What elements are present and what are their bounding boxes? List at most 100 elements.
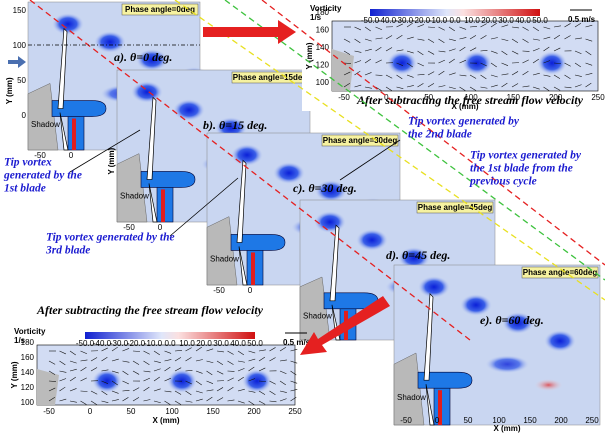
- velocity-vector: [227, 386, 234, 392]
- velocity-vector: [69, 388, 77, 392]
- shadow-label: Shadow: [210, 254, 239, 263]
- velocity-vector: [469, 86, 477, 91]
- velocity-vector: [195, 398, 203, 402]
- blade: [329, 224, 340, 302]
- velocity-vector: [258, 390, 266, 395]
- velocity-vector: [553, 47, 561, 52]
- shadow-region: [37, 369, 59, 405]
- y-tick-label: 50: [17, 76, 26, 85]
- velocity-vector: [90, 357, 98, 362]
- x-tick-label: 100: [165, 407, 179, 416]
- velocity-vector: [69, 368, 77, 372]
- velocity-vector: [459, 26, 467, 30]
- shadow-region: [27, 83, 59, 151]
- velocity-vector: [80, 350, 88, 355]
- velocity-vector: [48, 360, 56, 365]
- velocity-vector: [185, 400, 193, 403]
- colorbar-label: -50.0: [361, 16, 380, 25]
- velocity-vector: [417, 83, 424, 88]
- velocity-vector: [480, 74, 487, 80]
- velocity-vector: [385, 35, 393, 40]
- velocity-vector: [553, 74, 561, 79]
- velocity-vector: [511, 26, 519, 29]
- y-tick-label: 120: [316, 61, 330, 70]
- velocity-vector: [143, 360, 150, 365]
- velocity-vector: [59, 370, 67, 373]
- blade: [59, 112, 69, 151]
- velocity-vector: [279, 346, 287, 352]
- colorbar-label: 30.0: [498, 16, 514, 25]
- pointer-line: [169, 177, 239, 237]
- vortex: [94, 31, 126, 53]
- velocity-vector: [459, 37, 467, 40]
- x-tick-label: 100: [492, 416, 506, 425]
- velocity-vector: [258, 367, 266, 372]
- velocity-vector: [543, 86, 550, 92]
- velocity-vector: [480, 35, 487, 40]
- velocity-vector: [206, 396, 213, 402]
- velocity-vector: [438, 50, 446, 53]
- velocity-vector: [69, 360, 77, 364]
- colorbar: [85, 332, 255, 339]
- x-tick-label: 250: [288, 407, 302, 416]
- velocity-vector: [164, 377, 172, 382]
- velocity-vector: [185, 380, 192, 385]
- velocity-vector: [427, 71, 435, 76]
- velocity-vector: [585, 38, 593, 42]
- velocity-vector: [59, 350, 66, 355]
- velocity-vector: [448, 86, 456, 90]
- velocity-vector: [269, 400, 277, 403]
- colorbar-label: 20.0: [196, 339, 212, 348]
- wake-streak: [72, 118, 76, 150]
- velocity-vector: [101, 380, 109, 384]
- velocity-vector: [206, 380, 214, 384]
- velocity-vector: [258, 349, 266, 352]
- phase-label: Phase angle=15deg: [233, 73, 308, 82]
- velocity-vector: [501, 82, 508, 88]
- nacelle: [230, 234, 286, 251]
- x-tick-label: 200: [554, 416, 568, 425]
- velocity-vector: [490, 50, 498, 54]
- wake-streak: [438, 390, 442, 425]
- velocity-vector: [522, 26, 529, 31]
- velocity-vector: [532, 26, 540, 32]
- velocity-vector: [354, 38, 361, 44]
- velocity-vector: [501, 62, 509, 66]
- colorbar-label: -30.0: [395, 16, 414, 25]
- velocity-vector: [227, 360, 234, 365]
- velocity-vector: [206, 370, 213, 376]
- velocity-vector: [574, 50, 582, 55]
- velocity-vector: [522, 85, 530, 88]
- velocity-vector: [69, 400, 77, 403]
- velocity-vector: [216, 370, 224, 375]
- annotation: 1st blade: [4, 183, 46, 195]
- velocity-vector: [69, 376, 76, 382]
- velocity-vector: [448, 48, 456, 52]
- vortex: [356, 229, 388, 251]
- vortex: [173, 99, 205, 121]
- x-tick-label: 50: [464, 416, 473, 425]
- velocity-vector: [216, 397, 224, 402]
- velocity-vector: [164, 390, 172, 393]
- velocity-vector: [354, 84, 362, 88]
- annotation: the 1st blade from the: [470, 163, 573, 175]
- velocity-vector: [522, 38, 529, 43]
- x-tick-label: 150: [206, 407, 220, 416]
- wake-streak: [161, 189, 165, 222]
- velocity-vector: [417, 73, 425, 76]
- velocity-vector: [406, 22, 413, 28]
- positive-vorticity: [534, 379, 563, 391]
- reference-vector-label: 0.5 m/s: [568, 15, 596, 24]
- velocity-vector: [143, 350, 150, 355]
- velocity-vector: [543, 74, 551, 77]
- velocity-vector: [448, 26, 455, 32]
- velocity-vector: [438, 70, 445, 76]
- velocity-vector: [574, 37, 582, 40]
- velocity-vector: [417, 38, 425, 41]
- velocity-vector: [511, 50, 519, 55]
- velocity-vector: [417, 24, 425, 28]
- velocity-vector: [511, 38, 519, 44]
- y-axis-label: Y (mm): [107, 147, 116, 174]
- reference-vector-label: 0.5 m/s: [283, 338, 311, 347]
- velocity-vector: [511, 71, 519, 76]
